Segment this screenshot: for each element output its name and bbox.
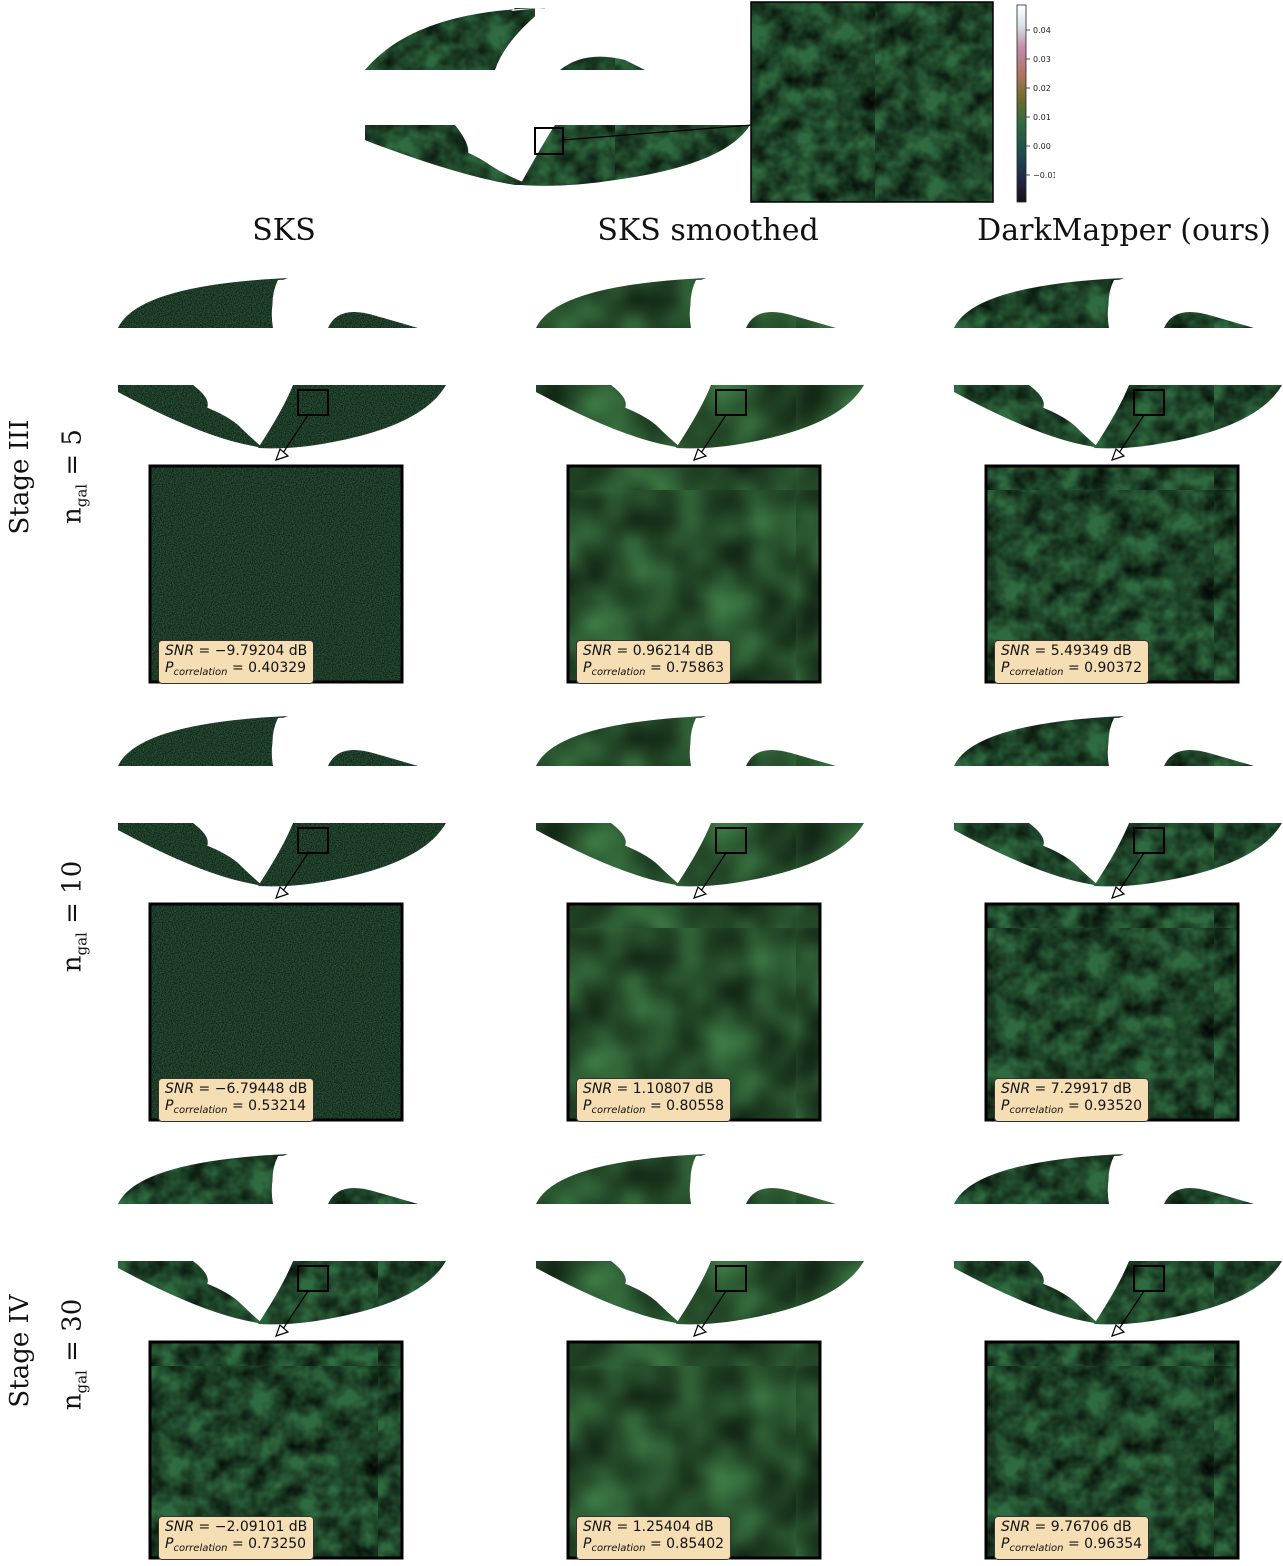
- metrics-box: SNR = 9.76706 dB Pcorrelation = 0.96354: [994, 1516, 1150, 1560]
- panel-sks-smoothed-row-1: [536, 270, 866, 690]
- colorbar-tick-label: 0.04: [1033, 26, 1051, 35]
- panel-sks-row-1: [118, 270, 448, 690]
- zoom-region-box: [297, 827, 329, 854]
- ground-truth-figure: 0.04 0.03 0.02 0.01 0.00 −0.01: [365, 1, 1055, 203]
- row-label-ngal-30: ngal = 30: [57, 1298, 91, 1411]
- correlation-value: Pcorrelation = 0.40329: [165, 660, 307, 678]
- ground-truth-zoom-inset: [750, 1, 994, 203]
- metrics-box: SNR = −2.09101 dB Pcorrelation = 0.73250: [158, 1516, 315, 1560]
- metrics-box: SNR = −6.79448 dB Pcorrelation = 0.53214: [158, 1078, 315, 1122]
- map-panel: [118, 1154, 446, 1560]
- panel-darkmapper-row-3: [954, 1146, 1283, 1566]
- snr-value: SNR = −9.79204 dB: [165, 643, 308, 659]
- column-header-sks: SKS: [252, 213, 316, 248]
- map-panel: [954, 716, 1282, 1122]
- metrics-box: SNR = 1.10807 dB Pcorrelation = 0.80558: [576, 1078, 732, 1122]
- map-panel: [954, 1154, 1282, 1560]
- correlation-value: Pcorrelation = 0.53214: [165, 1098, 307, 1116]
- zoom-region-box: [1133, 827, 1165, 854]
- snr-value: SNR = 1.25404 dB: [583, 1519, 714, 1535]
- metrics-box: SNR = 7.29917 dB Pcorrelation = 0.93520: [994, 1078, 1150, 1122]
- column-header-sks-smoothed: SKS smoothed: [597, 213, 819, 248]
- zoom-region-box: [534, 127, 564, 155]
- snr-value: SNR = 7.29917 dB: [1001, 1081, 1132, 1097]
- snr-value: SNR = 0.96214 dB: [583, 643, 714, 659]
- snr-value: SNR = 9.76706 dB: [1001, 1519, 1132, 1535]
- zoom-arrow-head: [693, 1323, 708, 1337]
- correlation-value: Pcorrelation = 0.80558: [583, 1098, 725, 1116]
- panel-darkmapper-row-1: [954, 270, 1283, 690]
- metrics-box: SNR = 5.49349 dB Pcorrelation = 0.90372: [994, 640, 1150, 684]
- colorbar-tick-label: 0.02: [1033, 84, 1051, 93]
- zoom-arrow-head: [275, 447, 290, 461]
- panel-sks-smoothed-row-2: [536, 708, 866, 1128]
- row-label-ngal-5: ngal = 5: [57, 429, 91, 524]
- correlation-value: Pcorrelation = 0.90372: [1001, 660, 1143, 678]
- map-panel: [536, 716, 864, 1122]
- mollweide-map-upper: [536, 1154, 706, 1204]
- colorbar-tick-label: 0.00: [1033, 142, 1051, 151]
- map-panel: [536, 1154, 864, 1560]
- zoom-arrow-head: [1111, 447, 1126, 461]
- column-header-darkmapper: DarkMapper (ours): [977, 213, 1271, 248]
- correlation-value: Pcorrelation = 0.96354: [1001, 1536, 1143, 1554]
- zoom-region-box: [297, 1265, 329, 1292]
- zoom-arrow-head: [1111, 1323, 1126, 1337]
- colorbar-tick-label: 0.03: [1033, 55, 1051, 64]
- zoom-arrow-head: [693, 447, 708, 461]
- mollweide-map-upper: [118, 278, 288, 328]
- metrics-box: SNR = 0.96214 dB Pcorrelation = 0.75863: [576, 640, 732, 684]
- metrics-box: SNR = 1.25404 dB Pcorrelation = 0.85402: [576, 1516, 732, 1560]
- snr-value: SNR = −2.09101 dB: [165, 1519, 308, 1535]
- panel-sks-row-2: [118, 708, 448, 1128]
- mollweide-map-upper: [118, 716, 288, 766]
- zoom-arrow-head: [275, 1323, 290, 1337]
- zoom-region-box: [715, 827, 747, 854]
- map-panel: [118, 278, 446, 684]
- colorbar-tick-label: 0.01: [1033, 113, 1051, 122]
- mollweide-map-upper: [954, 716, 1124, 766]
- snr-value: SNR = −6.79448 dB: [165, 1081, 308, 1097]
- snr-value: SNR = 5.49349 dB: [1001, 643, 1132, 659]
- mollweide-map-upper: [118, 1154, 288, 1204]
- zoom-region-box: [715, 1265, 747, 1292]
- map-panel: [954, 278, 1282, 684]
- row-label-stage-iii: Stage III: [5, 419, 35, 535]
- zoom-region-box: [1133, 1265, 1165, 1292]
- zoom-arrow-head: [1111, 885, 1126, 899]
- row-label-ngal-10: ngal = 10: [57, 860, 91, 973]
- correlation-value: Pcorrelation = 0.73250: [165, 1536, 307, 1554]
- panel-darkmapper-row-2: [954, 708, 1283, 1128]
- metrics-box: SNR = −9.79204 dB Pcorrelation = 0.40329: [158, 640, 315, 684]
- mollweide-map-upper: [536, 278, 706, 328]
- zoom-arrow-head: [275, 885, 290, 899]
- correlation-value: Pcorrelation = 0.93520: [1001, 1098, 1143, 1116]
- panel-sks-smoothed-row-3: [536, 1146, 866, 1566]
- panel-sks-row-3: [118, 1146, 448, 1566]
- mollweide-map-upper: [954, 278, 1124, 328]
- map-panel: [536, 278, 864, 684]
- zoom-region-box: [1133, 389, 1165, 416]
- mollweide-map-upper: [954, 1154, 1124, 1204]
- mollweide-map-upper: [536, 716, 706, 766]
- correlation-value: Pcorrelation = 0.85402: [583, 1536, 725, 1554]
- snr-value: SNR = 1.10807 dB: [583, 1081, 714, 1097]
- zoom-arrow-head: [693, 885, 708, 899]
- zoom-region-box: [297, 389, 329, 416]
- map-panel: [118, 716, 446, 1122]
- zoom-region-box: [715, 389, 747, 416]
- colorbar-ticks: 0.04 0.03 0.02 0.01 0.00 −0.01: [1026, 26, 1055, 180]
- colorbar-tick-label: −0.01: [1033, 171, 1055, 180]
- correlation-value: Pcorrelation = 0.75863: [583, 660, 725, 678]
- colorbar: [1016, 4, 1027, 203]
- row-label-stage-iv: Stage IV: [5, 1294, 35, 1408]
